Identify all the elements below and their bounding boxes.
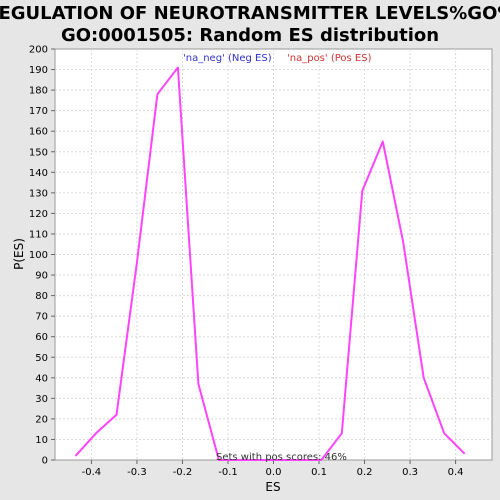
- y-axis-ticks: 0 10 20 30 40 50 60 70 80 90 100 110 120 130 140 150 160…: [29, 45, 55, 467]
- y-tick-label: 0: [42, 456, 48, 467]
- chart-title-line-1: REGULATION OF NEUROTRANSMITTER LEVELS%GO…: [0, 3, 500, 24]
- y-tick-label: 170: [29, 106, 48, 117]
- y-tick-label: 200: [29, 45, 48, 56]
- y-tick-label: 160: [29, 127, 48, 138]
- y-tick-label: 60: [35, 332, 48, 343]
- y-tick-label: 180: [29, 86, 48, 97]
- pos-scores-annotation: Sets with pos scores: 46%: [216, 452, 347, 463]
- x-tick-label: -0.4: [82, 467, 102, 478]
- y-tick-label: 140: [29, 168, 48, 179]
- y-tick-label: 100: [29, 250, 48, 261]
- y-tick-label: 10: [35, 435, 48, 446]
- y-tick-label: 90: [35, 271, 48, 282]
- series-layer: [74, 66, 466, 461]
- y-tick-label: 20: [35, 414, 48, 425]
- y-tick-label: 80: [35, 291, 48, 302]
- grid-lines: [55, 49, 492, 460]
- x-tick-label: 0.1: [311, 467, 327, 478]
- es-density-line: [74, 66, 466, 461]
- x-tick-label: -0.1: [218, 467, 238, 478]
- y-tick-label: 110: [29, 229, 48, 240]
- y-tick-label: 40: [35, 373, 48, 384]
- legend-neg-es: 'na_neg' (Neg ES): [183, 53, 272, 64]
- y-tick-label: 30: [35, 394, 48, 405]
- y-tick-label: 120: [29, 209, 48, 220]
- x-tick-label: -0.2: [173, 467, 193, 478]
- y-tick-label: 190: [29, 65, 48, 76]
- x-tick-label: 0.0: [266, 467, 282, 478]
- x-axis-ticks: -0.4 -0.3 -0.2 -0.1 0.0 0.1 0.2 0.3 0.4: [82, 460, 464, 478]
- y-tick-label: 150: [29, 147, 48, 158]
- y-axis-label: P(ES): [12, 238, 26, 270]
- x-tick-label: 0.4: [448, 467, 464, 478]
- y-tick-label: 50: [35, 353, 48, 364]
- x-tick-label: -0.3: [127, 467, 147, 478]
- x-axis-label: ES: [265, 480, 280, 494]
- x-tick-label: 0.2: [357, 467, 373, 478]
- chart-title-line-2: GO:0001505: Random ES distribution: [61, 25, 439, 46]
- y-tick-label: 130: [29, 188, 48, 199]
- x-tick-label: 0.3: [402, 467, 418, 478]
- y-tick-label: 70: [35, 312, 48, 323]
- legend-pos-es: 'na_pos' (Pos ES): [287, 53, 372, 64]
